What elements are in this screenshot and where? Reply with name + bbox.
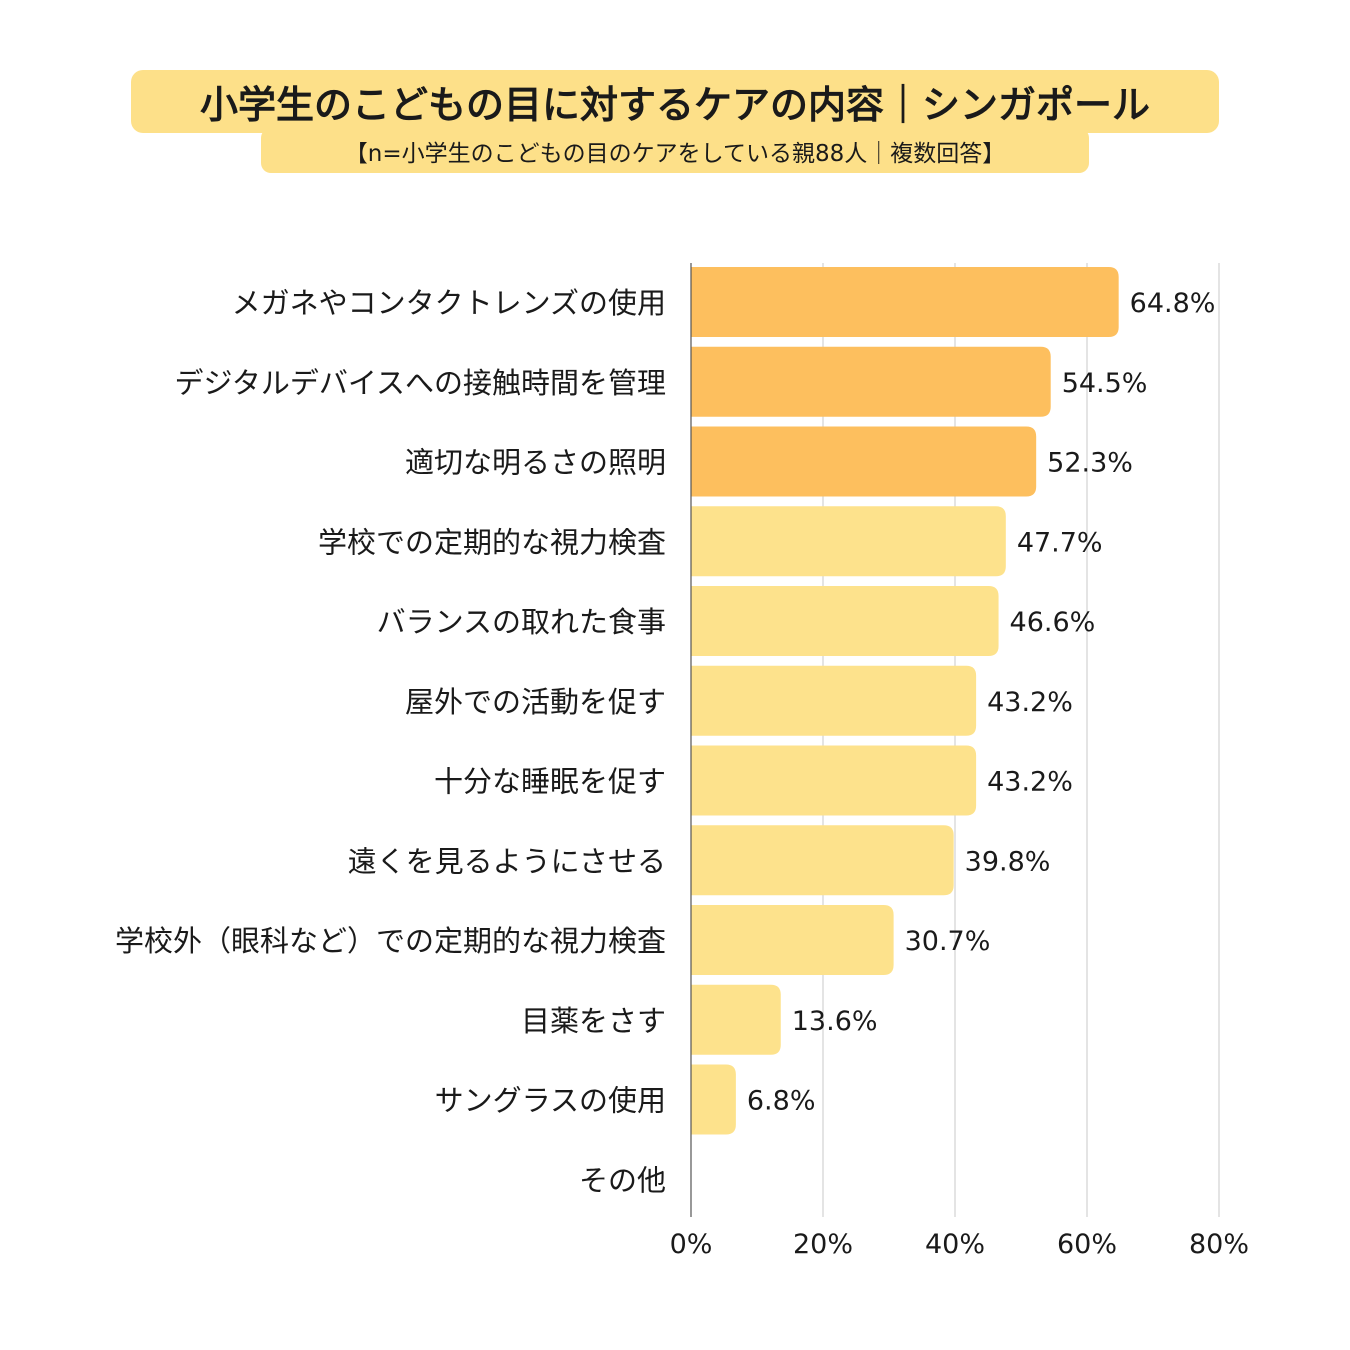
x-tick-label-80: 80%	[1189, 1229, 1249, 1260]
category-label-2: デジタルデバイスへの接触時間を管理	[174, 366, 666, 400]
category-label-10: 目薬をさす	[521, 1004, 666, 1038]
value-label-10: 13.6%	[792, 1006, 878, 1037]
category-label-5: バランスの取れた食事	[377, 605, 666, 639]
bar-8	[691, 825, 954, 896]
category-label-12: その他	[579, 1163, 666, 1197]
title-box: 小学生のこどもの目に対するケアの内容｜シンガポール	[131, 70, 1219, 133]
category-label-3: 適切な明るさの照明	[405, 446, 666, 480]
subtitle-box: 【n=小学生のこどもの目のケアをしている親88人｜複数回答】	[261, 128, 1089, 173]
value-label-11: 6.8%	[747, 1086, 816, 1117]
chart-title: 小学生のこどもの目に対するケアの内容｜シンガポール	[199, 83, 1150, 127]
category-label-9: 学校外（眼科など）での定期的な視力検査	[115, 924, 666, 958]
bar-4	[691, 506, 1006, 577]
value-label-7: 43.2%	[987, 767, 1073, 798]
bar-3	[691, 426, 1037, 497]
value-label-8: 39.8%	[965, 846, 1051, 877]
bar-9	[691, 905, 894, 975]
bar-5	[691, 586, 999, 656]
bar-7	[691, 745, 977, 816]
bar-11	[691, 1064, 736, 1135]
category-label-8: 遠くを見るようにさせる	[348, 844, 666, 878]
value-label-3: 52.3%	[1047, 448, 1133, 479]
category-label-7: 十分な睡眠を促す	[434, 765, 666, 799]
chart-subtitle: 【n=小学生のこどもの目のケアをしている親88人｜複数回答】	[344, 140, 1006, 167]
bar-1	[691, 267, 1119, 337]
value-label-2: 54.5%	[1062, 368, 1148, 399]
x-tick-label-40: 40%	[925, 1229, 985, 1260]
x-tick-label-60: 60%	[1057, 1229, 1117, 1260]
bar-10	[691, 984, 781, 1055]
value-label-4: 47.7%	[1017, 527, 1103, 558]
value-label-6: 43.2%	[987, 687, 1073, 718]
value-label-9: 30.7%	[905, 926, 991, 957]
bar-2	[691, 346, 1051, 417]
value-label-5: 46.6%	[1010, 607, 1096, 638]
bar-6	[691, 665, 977, 736]
x-tick-label-20: 20%	[793, 1229, 853, 1260]
x-tick-label-0: 0%	[670, 1229, 713, 1260]
category-label-6: 屋外での活動を促す	[405, 685, 666, 719]
category-label-4: 学校での定期的な視力検査	[318, 525, 666, 559]
category-label-1: メガネやコンタクトレンズの使用	[232, 286, 666, 320]
category-label-11: サングラスの使用	[435, 1084, 666, 1118]
value-label-1: 64.8%	[1130, 288, 1216, 319]
